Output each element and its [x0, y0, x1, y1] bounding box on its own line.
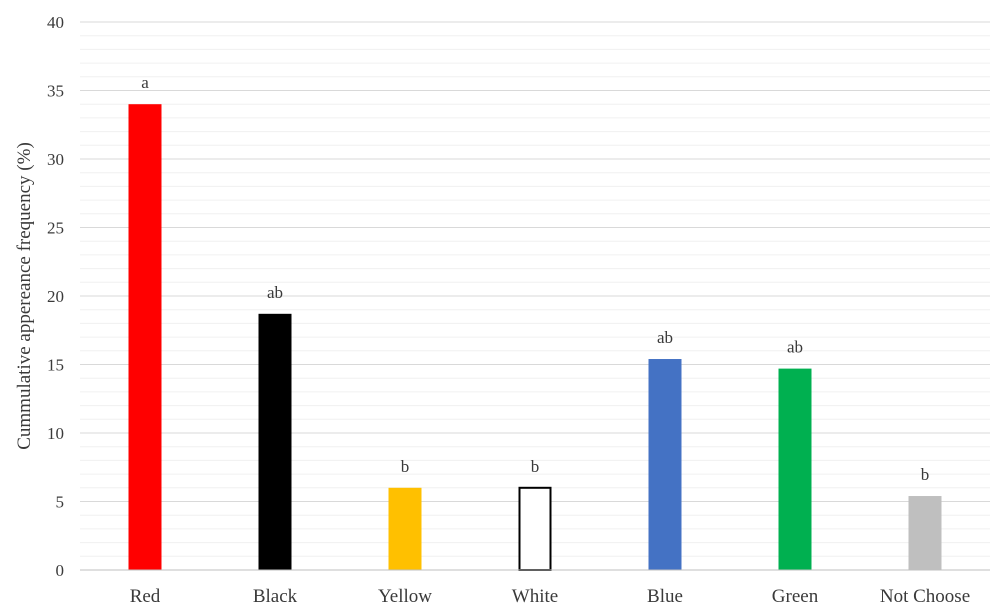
data-label: b	[531, 457, 540, 476]
minor-gridlines	[80, 35, 990, 557]
y-tick-label: 10	[47, 424, 64, 443]
y-tick-label: 15	[47, 356, 64, 375]
bar-black	[258, 313, 292, 570]
y-tick-label: 5	[56, 493, 65, 512]
x-tick-label: Not Choose	[880, 586, 970, 607]
data-label: ab	[267, 283, 283, 302]
x-tick-label: Yellow	[378, 586, 432, 607]
data-label: b	[921, 465, 930, 484]
y-tick-label: 20	[47, 287, 64, 306]
y-tick-label: 35	[47, 82, 64, 101]
x-tick-label: Green	[772, 586, 819, 607]
bars	[128, 104, 942, 571]
bar-green	[778, 368, 812, 570]
data-label: ab	[657, 328, 673, 347]
x-tick-label: Red	[130, 586, 161, 607]
y-axis-title: Cummulative appereance frequency (%)	[14, 142, 35, 450]
bar-white	[518, 486, 552, 571]
y-tick-label: 30	[47, 150, 64, 169]
major-gridlines	[80, 21, 990, 502]
data-labels: a ab b b ab ab b	[141, 73, 929, 484]
bar-blue	[648, 359, 682, 570]
x-tick-label: Black	[253, 586, 298, 607]
data-label: a	[141, 73, 149, 92]
bar-not-choose	[908, 496, 942, 570]
data-label: b	[401, 457, 410, 476]
x-tick-label: Blue	[647, 586, 683, 607]
y-tick-label: 40	[47, 13, 64, 32]
x-tick-label: White	[512, 586, 558, 607]
x-axis-category-labels: Red Black Yellow White Blue Green Not Choose	[130, 586, 970, 607]
y-tick-label: 25	[47, 219, 64, 238]
y-axis-tick-labels: 0 5 10 15 20 25 30 35 40	[47, 13, 64, 580]
bar-red	[128, 104, 162, 570]
bar-yellow	[388, 487, 422, 570]
data-label: ab	[787, 338, 803, 357]
y-tick-label: 0	[56, 561, 65, 580]
